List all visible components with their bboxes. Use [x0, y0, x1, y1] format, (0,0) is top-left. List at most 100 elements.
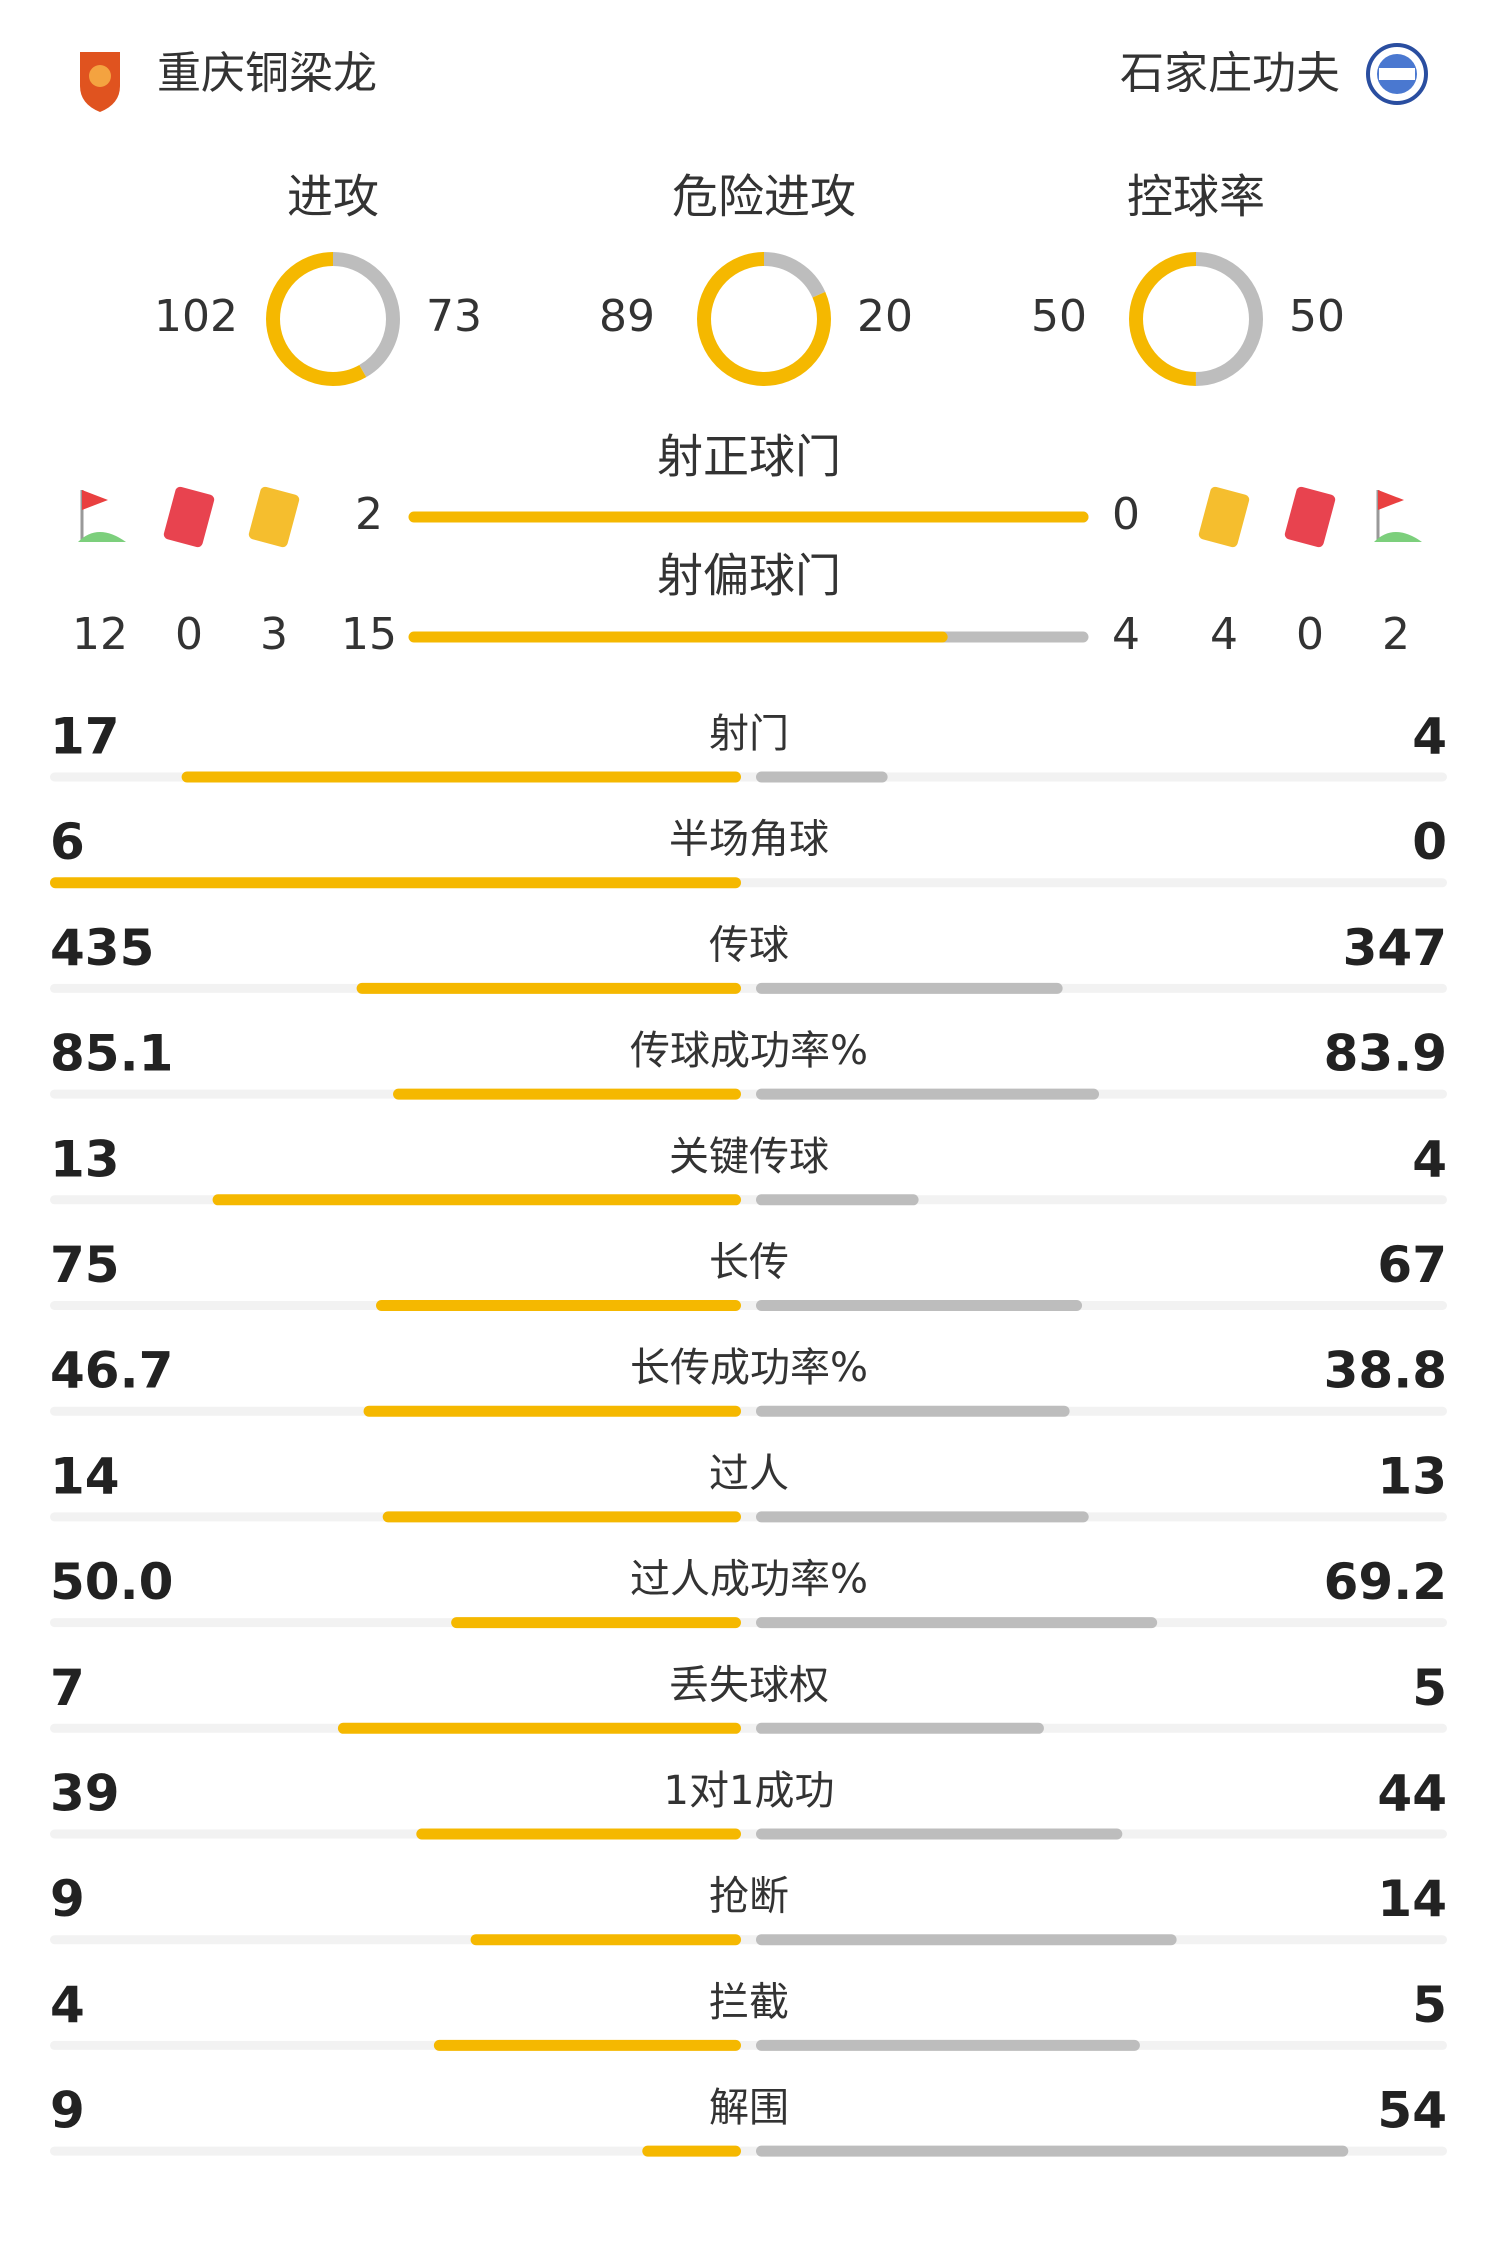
home-bar [393, 1088, 741, 1100]
away-value: 83.9 [1324, 1025, 1447, 1083]
home-bar [451, 1617, 741, 1629]
away-value: 54 [1377, 2082, 1447, 2140]
away-value: 4 [1412, 1130, 1447, 1188]
home-value: 13 [50, 1130, 120, 1188]
home-value: 50 [1031, 291, 1087, 342]
stat-label: 丢失球权 [669, 1662, 829, 1708]
home-team: 重庆铜梁龙 [157, 48, 377, 99]
home-bar [363, 1405, 741, 1417]
away-value: 347 [1343, 919, 1447, 977]
summary-label: 进攻 [287, 170, 379, 224]
away-value: 5 [1412, 1976, 1447, 2034]
summary-label: 控球率 [1127, 170, 1265, 224]
home-value: 4 [50, 1976, 85, 2034]
stat-label: 解围 [709, 2085, 789, 2131]
shot-label: 射偏球门 [657, 549, 841, 603]
yellow-card-icon [248, 486, 300, 548]
away-value: 0 [1412, 813, 1447, 871]
home-arc [266, 252, 400, 386]
home-bar [337, 1722, 741, 1734]
stat-label: 过人 [709, 1451, 789, 1497]
away-bar [756, 2039, 1140, 2051]
stat-label: 传球成功率% [630, 1028, 868, 1074]
red-card-icon [163, 486, 215, 548]
bar-track [50, 1723, 1447, 1733]
home-value: 14 [50, 1447, 120, 1505]
home-bar [356, 982, 741, 994]
away-value: 73 [426, 291, 482, 342]
away-team: 石家庄功夫 [1120, 48, 1340, 99]
count: 2 [1382, 609, 1410, 660]
away-value: 5 [1412, 1659, 1447, 1717]
bar-track [50, 1512, 1447, 1522]
away-value: 44 [1377, 1765, 1447, 1823]
home-bar [416, 1828, 741, 1840]
away-value: 4 [1412, 708, 1447, 766]
home-value: 15 [341, 609, 397, 660]
away-value: 38.8 [1324, 1342, 1447, 1400]
home-bar [376, 1300, 741, 1311]
home-value: 46.7 [50, 1342, 173, 1400]
home-bar [181, 771, 742, 783]
stat-label: 长传 [709, 1240, 789, 1286]
home-logo [80, 52, 120, 112]
bar-track [50, 1301, 1447, 1310]
home-bar [50, 877, 741, 889]
home-arc [1129, 252, 1263, 386]
away-bar [756, 1088, 1100, 1100]
home-value: 85.1 [50, 1025, 173, 1083]
away-bar [756, 2145, 1349, 2157]
away-value: 0 [1112, 489, 1140, 540]
away-bar [756, 1934, 1177, 1946]
home-value: 75 [50, 1236, 120, 1294]
away-value: 14 [1377, 1870, 1447, 1928]
away-value: 20 [857, 291, 913, 342]
away-bar [756, 1722, 1044, 1734]
stat-label: 半场角球 [669, 817, 829, 863]
away-bar [756, 1194, 919, 1206]
corner-flag-icon [1378, 490, 1404, 510]
bar-track [50, 1935, 1447, 1945]
stat-label: 传球 [709, 922, 789, 968]
bar-track [50, 1618, 1447, 1628]
home-value: 50.0 [50, 1553, 173, 1611]
stat-label: 关键传球 [669, 1134, 829, 1180]
home-bar [212, 1194, 741, 1206]
home-value: 39 [50, 1765, 120, 1823]
home-value: 6 [50, 813, 85, 871]
stat-label: 抢断 [709, 1874, 789, 1920]
away-bar [756, 1405, 1070, 1417]
away-bar [756, 982, 1063, 994]
away-bar [756, 1300, 1083, 1311]
home-value: 435 [50, 919, 154, 977]
away-value: 4 [1112, 609, 1140, 660]
yellow-card-icon [1198, 486, 1250, 548]
home-value: 9 [50, 1870, 85, 1928]
home-value: 7 [50, 1659, 85, 1717]
home-arc [697, 252, 831, 386]
home-bar [433, 2039, 741, 2051]
bar-track [50, 1089, 1447, 1099]
stat-label: 1对1成功 [664, 1768, 835, 1814]
home-value: 9 [50, 2082, 85, 2140]
stat-label: 射门 [709, 711, 789, 757]
corner-flag-icon [78, 532, 126, 542]
away-logo [1366, 43, 1428, 105]
home-bar [382, 1511, 741, 1523]
bar-track [50, 1829, 1447, 1839]
bar-track [50, 1406, 1447, 1416]
red-card-icon [1284, 486, 1336, 548]
corner-flag-icon [82, 490, 108, 510]
away-bar [756, 1617, 1158, 1629]
count: 3 [260, 609, 288, 660]
stat-label: 过人成功率% [630, 1557, 868, 1603]
stat-label: 长传成功率% [630, 1345, 868, 1391]
count: 0 [175, 609, 203, 660]
count: 4 [1210, 609, 1238, 660]
bar-track [50, 2040, 1447, 2050]
home-value: 102 [154, 291, 238, 342]
shot-label: 射正球门 [657, 430, 841, 484]
away-bar [756, 1828, 1123, 1840]
away-bar [756, 1511, 1089, 1523]
